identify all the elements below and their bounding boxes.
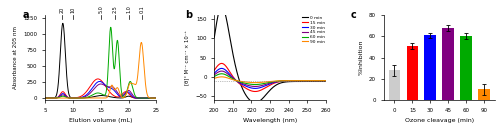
Line: 45 min: 45 min bbox=[214, 71, 326, 86]
60 min bbox=[272, 81, 278, 82]
15 min bbox=[264, 86, 270, 87]
Text: 10: 10 bbox=[70, 7, 76, 13]
60 min bbox=[212, 76, 218, 77]
90 min bbox=[272, 80, 278, 82]
Bar bbox=[424, 35, 436, 100]
30 min bbox=[218, 68, 224, 69]
Y-axis label: %Inhibition: %Inhibition bbox=[358, 40, 364, 75]
45 min bbox=[266, 83, 272, 84]
0 min bbox=[272, 85, 278, 86]
Bar bbox=[442, 28, 454, 100]
Line: 0 min: 0 min bbox=[214, 6, 326, 103]
90 min bbox=[266, 81, 272, 82]
X-axis label: Wavelength (nm): Wavelength (nm) bbox=[243, 118, 297, 123]
Y-axis label: [θ]° M⁻¹ cm⁻¹ × 10⁻³: [θ]° M⁻¹ cm⁻¹ × 10⁻³ bbox=[184, 30, 190, 85]
30 min bbox=[264, 84, 270, 86]
90 min bbox=[322, 80, 328, 81]
Text: a: a bbox=[22, 10, 29, 20]
60 min bbox=[303, 80, 309, 81]
Text: b: b bbox=[186, 10, 192, 20]
45 min bbox=[212, 74, 218, 76]
60 min bbox=[264, 82, 270, 84]
45 min bbox=[272, 81, 278, 83]
0 min bbox=[320, 81, 326, 82]
Text: 1.0: 1.0 bbox=[126, 5, 131, 13]
90 min bbox=[252, 82, 258, 83]
30 min bbox=[303, 80, 309, 81]
60 min bbox=[322, 80, 328, 81]
15 min bbox=[266, 85, 272, 87]
30 min bbox=[266, 84, 272, 85]
90 min bbox=[218, 76, 224, 78]
30 min bbox=[272, 82, 278, 83]
X-axis label: Elution volume (mL): Elution volume (mL) bbox=[69, 118, 132, 123]
Line: 60 min: 60 min bbox=[214, 74, 326, 85]
45 min bbox=[252, 86, 258, 87]
0 min bbox=[278, 82, 284, 84]
Line: 30 min: 30 min bbox=[214, 68, 326, 88]
0 min bbox=[264, 92, 270, 94]
15 min bbox=[272, 82, 278, 84]
Bar bbox=[478, 89, 490, 100]
30 min bbox=[278, 80, 284, 82]
90 min bbox=[264, 81, 270, 82]
30 min bbox=[252, 88, 258, 89]
Text: c: c bbox=[350, 10, 356, 20]
X-axis label: Ozone cleavage (min): Ozone cleavage (min) bbox=[404, 118, 474, 123]
Text: 2.5: 2.5 bbox=[112, 5, 117, 13]
45 min bbox=[320, 80, 326, 81]
0 min bbox=[218, 6, 224, 7]
90 min bbox=[212, 78, 218, 79]
Bar bbox=[406, 46, 418, 100]
0 min bbox=[266, 91, 272, 93]
15 min bbox=[218, 63, 224, 64]
Legend: 0 min, 15 min, 30 min, 45 min, 60 min, 90 min: 0 min, 15 min, 30 min, 45 min, 60 min, 9… bbox=[302, 16, 325, 44]
60 min bbox=[252, 84, 258, 85]
15 min bbox=[252, 91, 258, 92]
45 min bbox=[278, 80, 284, 82]
Line: 15 min: 15 min bbox=[214, 63, 326, 92]
0 min bbox=[303, 81, 309, 82]
90 min bbox=[278, 80, 284, 82]
45 min bbox=[264, 83, 270, 84]
45 min bbox=[218, 70, 224, 72]
60 min bbox=[218, 73, 224, 74]
15 min bbox=[278, 81, 284, 82]
0 min bbox=[212, 37, 218, 38]
Bar bbox=[388, 70, 400, 100]
Text: 5.0: 5.0 bbox=[98, 5, 103, 13]
30 min bbox=[212, 72, 218, 74]
90 min bbox=[320, 80, 326, 81]
90 min bbox=[303, 80, 309, 81]
Y-axis label: Absorbance at 205 nm: Absorbance at 205 nm bbox=[13, 26, 18, 89]
Line: 90 min: 90 min bbox=[214, 77, 326, 83]
60 min bbox=[266, 82, 272, 83]
60 min bbox=[320, 80, 326, 81]
15 min bbox=[320, 80, 326, 81]
15 min bbox=[303, 80, 309, 81]
Text: 0.1: 0.1 bbox=[140, 5, 145, 13]
Text: 20: 20 bbox=[59, 7, 64, 13]
60 min bbox=[278, 80, 284, 82]
45 min bbox=[303, 80, 309, 81]
15 min bbox=[322, 80, 328, 81]
0 min bbox=[252, 102, 258, 103]
15 min bbox=[212, 69, 218, 71]
30 min bbox=[320, 80, 326, 81]
45 min bbox=[322, 80, 328, 81]
0 min bbox=[322, 81, 328, 82]
Bar bbox=[460, 36, 472, 100]
30 min bbox=[322, 80, 328, 81]
